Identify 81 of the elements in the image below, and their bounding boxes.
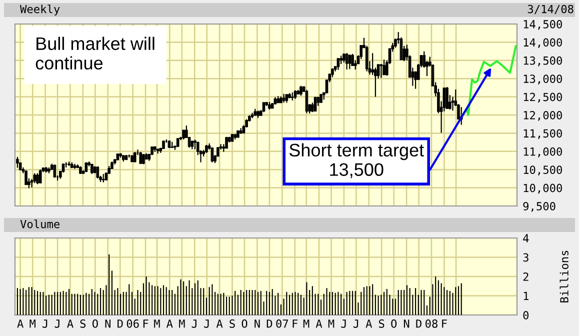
x-tick-label: A [216,320,223,328]
x-tick-label: J [204,320,209,328]
y-tick-label: 4 [523,234,529,242]
candlestick [144,152,148,160]
candlestick [446,86,448,110]
y-tick-label: 10,500 [524,166,562,176]
x-tick-label: A [166,320,173,328]
x-tick-label: O [92,319,98,328]
candlestick [130,154,134,163]
x-tick-label: A [316,320,322,328]
y-tick-label: 3 [523,253,528,262]
annotation: Short term target 13,500 [289,143,424,178]
candlestick [139,152,142,164]
x-tick-label: M [179,320,185,328]
y-tick-label: 12,500 [524,92,562,103]
x-tick-label: D [266,320,272,328]
y-tick-label: 11,500 [524,129,562,140]
candlestick [168,140,171,148]
x-tick-label: O [391,319,397,328]
x-tick-label: S [80,319,86,328]
candlestick [122,154,125,162]
chart-title: Weekly [20,4,60,16]
y-tick-label: 10,000 [524,184,562,194]
x-tick-label: D [416,320,422,328]
y-axis-title: Billions [560,250,568,302]
candlestick [170,141,174,148]
y-tick-label: 14,000 [524,38,562,48]
x-tick-label: F [292,320,298,328]
candlestick [288,92,291,99]
candlestick [256,110,260,118]
y-tick-label: 12,000 [524,111,562,121]
text: 3/14/08 [528,4,574,14]
x-tick-label: S [378,319,384,328]
candlestick [36,172,39,185]
x-tick-label: J [341,320,346,328]
x-tick-label: J [42,320,48,328]
candlestick [24,170,28,186]
candlestick [53,164,56,178]
y-tick-label: 0 [523,311,529,320]
x-tick-label: A [17,320,24,328]
y-tick-label: 11,000 [524,147,562,158]
x-tick-label: J [54,320,60,328]
candlestick [276,96,280,104]
x-tick-label: F [442,320,447,328]
x-tick-label: N [404,320,410,328]
candlestick [16,156,19,168]
y-tick-label: 13,000 [524,74,562,84]
x-tick-label: F [143,320,148,328]
y-tick-label: 9,500 [523,202,556,212]
candlestick [210,146,214,163]
x-tick-label: A [366,320,372,328]
x-tick-label: 08 [426,319,438,328]
x-tick-label: M [328,320,334,328]
x-tick-label: 06 [126,319,139,328]
candlestick [116,153,120,161]
x-tick-label: M [30,320,36,328]
candlestick [345,52,348,70]
x-tick-label: J [192,320,196,328]
annotation: Bull market will continue [36,36,154,70]
x-tick-label: O [242,319,248,328]
x-tick-label: S [230,319,235,328]
y-tick-label: 2 [523,272,528,281]
x-tick-label: D [118,320,123,328]
candlestick [96,166,100,179]
y-tick-label: 13,500 [524,56,562,66]
y-tick-label: 1 [524,292,528,300]
chart-title: Volume [20,220,60,228]
candlestick [305,89,308,114]
candlestick [90,163,94,175]
x-tick-label: M [154,320,160,328]
x-tick-label: A [67,320,74,328]
x-tick-label: 07 [276,319,288,328]
x-tick-label: N [105,320,110,328]
x-tick-label: N [254,320,260,328]
x-tick-label: J [353,320,358,328]
candlestick [351,53,354,66]
candlestick [382,59,386,76]
x-tick-label: M [303,320,310,328]
candlestick [44,166,48,174]
candlestick [133,152,136,163]
y-tick-label: 14,500 [524,20,562,30]
